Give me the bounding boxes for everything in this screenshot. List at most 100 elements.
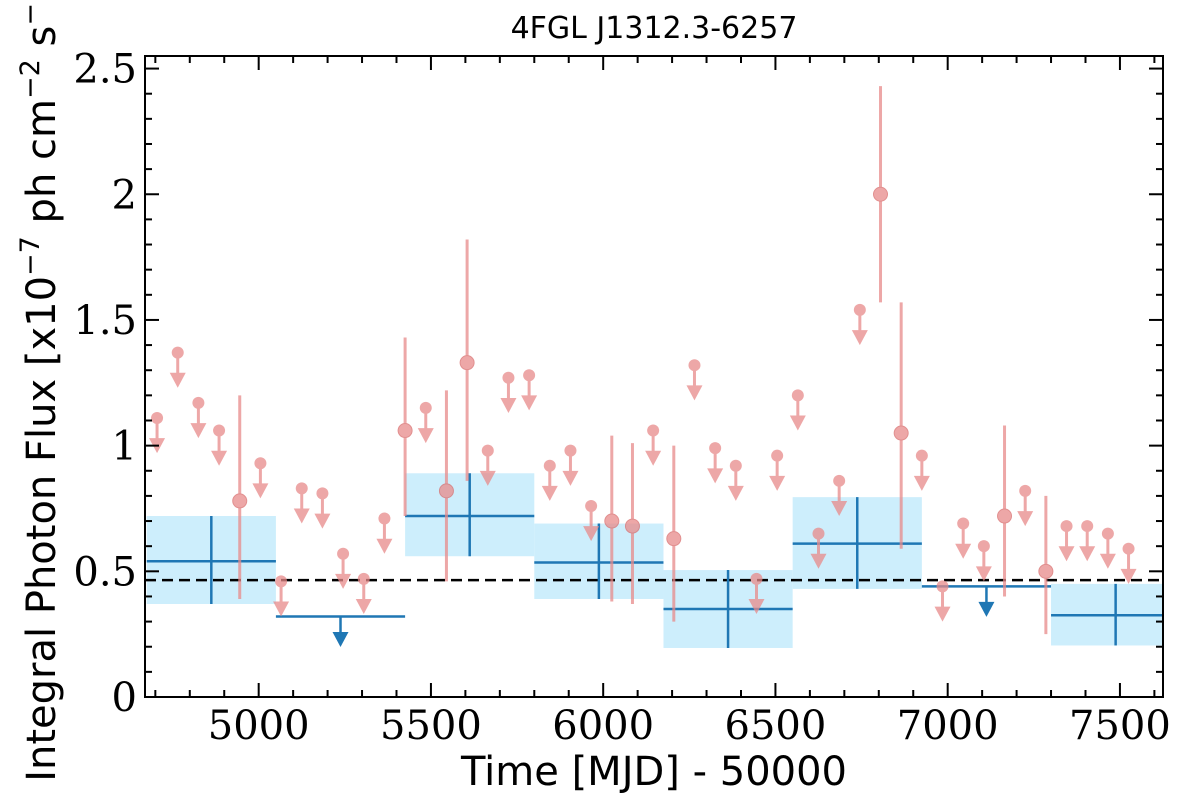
short-bin-upper-limit-11 bbox=[417, 401, 434, 444]
short-bin-ul-arrow bbox=[273, 601, 290, 617]
short-bin-upper-limit-17 bbox=[583, 499, 600, 542]
short-bin-ul-marker bbox=[812, 527, 825, 540]
short-bin-ul-marker bbox=[688, 359, 701, 372]
short-bin-upper-limit-2 bbox=[190, 396, 207, 439]
y-axis-label-base: Integral Photon Flux [x10 bbox=[19, 276, 65, 782]
short-bin-ul-arrow bbox=[335, 573, 352, 589]
short-bin-ul-arrow bbox=[293, 508, 310, 524]
short-bin-upper-limit-18 bbox=[645, 424, 662, 466]
plot-area bbox=[145, 86, 1163, 648]
short-bin-ul-arrow bbox=[810, 553, 827, 569]
short-bin-ul-arrow bbox=[934, 606, 951, 622]
short-bin-ul-marker bbox=[977, 540, 990, 553]
short-bin-point-4 bbox=[604, 435, 620, 602]
short-bin-upper-limit-19 bbox=[686, 359, 703, 401]
short-bin-ul-arrow bbox=[190, 423, 207, 439]
long-bin-upper-limit-0 bbox=[275, 615, 406, 648]
short-bin-ul-marker bbox=[915, 449, 928, 462]
short-bin-upper-limit-35 bbox=[1099, 527, 1116, 569]
short-bin-ul-marker bbox=[275, 575, 288, 588]
y-tick-label: 1 bbox=[112, 424, 137, 470]
short-bin-marker bbox=[438, 483, 454, 499]
y-tick-label: 2 bbox=[112, 172, 137, 218]
y-tick-label: 0 bbox=[112, 675, 137, 721]
chart-title: 4FGL J1312.3-6257 bbox=[511, 11, 798, 46]
short-bin-upper-limit-21 bbox=[727, 459, 744, 501]
short-bin-ul-arrow bbox=[169, 372, 186, 388]
short-bin-upper-limit-8 bbox=[335, 547, 352, 589]
short-bin-ul-arrow bbox=[748, 599, 765, 615]
short-bin-upper-limit-12 bbox=[479, 444, 496, 486]
x-tick-label: 6000 bbox=[552, 703, 654, 749]
short-bin-ul-marker bbox=[213, 424, 226, 437]
short-bin-upper-limit-24 bbox=[789, 389, 806, 431]
short-bin-ul-arrow bbox=[727, 485, 744, 501]
short-bin-ul-marker bbox=[957, 517, 970, 530]
short-bin-ul-marker bbox=[833, 474, 846, 487]
short-bin-ul-arrow bbox=[521, 395, 538, 411]
short-bin-ul-arrow bbox=[913, 475, 930, 491]
short-bin-ul-marker bbox=[523, 369, 536, 382]
short-bin-upper-limit-16 bbox=[562, 444, 579, 486]
short-bin-ul-arrow bbox=[831, 501, 848, 517]
short-bin-ul-marker bbox=[337, 547, 350, 560]
short-bin-ul-arrow bbox=[769, 475, 786, 491]
short-bin-upper-limit-3 bbox=[211, 424, 228, 466]
short-bin-upper-limit-4 bbox=[252, 457, 269, 499]
short-bin-ul-marker bbox=[192, 396, 205, 409]
short-bin-ul-marker bbox=[151, 411, 164, 424]
short-bin-marker bbox=[893, 425, 909, 441]
short-bin-upper-limit-30 bbox=[955, 517, 972, 559]
short-bin-point-3 bbox=[459, 239, 475, 481]
long-bin-point-1 bbox=[405, 473, 535, 557]
y-axis: 0 0.5 1 1.5 2 2.5 bbox=[73, 47, 1163, 721]
short-bin-ul-arrow bbox=[541, 485, 558, 501]
short-bin-upper-limit-23 bbox=[769, 449, 786, 491]
short-bin-ul-marker bbox=[378, 512, 391, 525]
short-bin-ul-marker bbox=[502, 371, 515, 384]
short-bin-upper-limit-9 bbox=[355, 572, 372, 615]
long-bin-point-2 bbox=[534, 523, 664, 599]
short-bin-ul-arrow bbox=[562, 470, 579, 486]
long-bin-point-3 bbox=[663, 570, 793, 648]
short-bin-marker bbox=[232, 493, 248, 509]
short-bin-upper-limit-6 bbox=[293, 482, 310, 524]
short-bin-marker bbox=[997, 508, 1013, 524]
short-bin-marker bbox=[459, 355, 475, 371]
x-axis: 5000 5500 6000 6500 7000 7500 bbox=[154, 56, 1171, 749]
short-bin-marker bbox=[873, 186, 889, 202]
y-axis-label-exp1: −7 bbox=[15, 236, 46, 276]
y-axis-label: Integral Photon Flux [x10−7 ph cm−2 s−1] bbox=[15, 0, 65, 782]
short-bin-ul-arrow bbox=[1058, 546, 1075, 562]
short-bin-ul-arrow bbox=[355, 599, 372, 615]
short-bin-ul-arrow bbox=[500, 397, 517, 413]
short-bin-marker bbox=[1038, 563, 1054, 579]
short-bin-ul-arrow bbox=[211, 450, 228, 466]
short-bin-point-1 bbox=[397, 337, 413, 517]
short-bin-ul-marker bbox=[295, 482, 308, 495]
short-bin-ul-marker bbox=[791, 389, 804, 402]
short-bin-marker bbox=[666, 531, 682, 547]
short-bin-ul-marker bbox=[1101, 527, 1114, 540]
short-bin-upper-limit-14 bbox=[521, 369, 538, 411]
y-axis-label-mid: ph cm bbox=[19, 99, 65, 236]
y-axis-label-exp3: −1 bbox=[15, 0, 46, 26]
x-tick-label: 5500 bbox=[380, 703, 482, 749]
long-bin-point-5 bbox=[1051, 583, 1163, 646]
short-bin-ul-arrow bbox=[479, 470, 496, 486]
short-bin-point-8 bbox=[893, 302, 909, 549]
short-bin-upper-limit-15 bbox=[541, 459, 558, 501]
short-bin-ul-arrow bbox=[955, 543, 972, 559]
short-bin-ul-marker bbox=[709, 442, 722, 455]
short-bin-ul-arrow bbox=[1017, 511, 1034, 527]
plot-frame bbox=[144, 55, 1164, 698]
short-bin-upper-limit-33 bbox=[1058, 520, 1075, 562]
short-bin-ul-marker bbox=[543, 459, 556, 472]
short-bin-ul-marker bbox=[771, 449, 784, 462]
short-bin-point-2 bbox=[438, 390, 454, 582]
short-bin-ul-arrow bbox=[252, 483, 269, 499]
short-bin-ul-marker bbox=[419, 401, 432, 414]
x-tick-label: 7000 bbox=[897, 703, 999, 749]
